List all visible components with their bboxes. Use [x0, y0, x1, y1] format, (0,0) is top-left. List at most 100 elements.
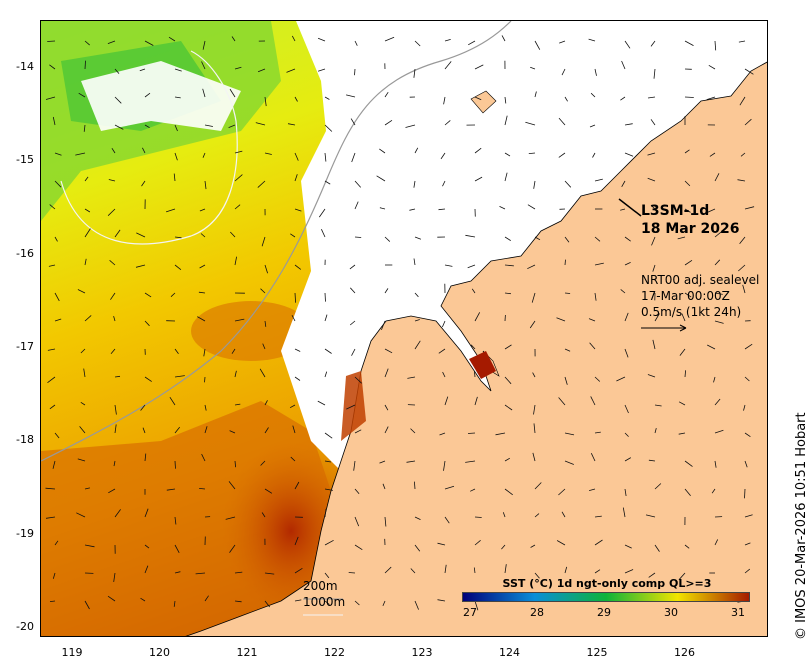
- current-vector: [350, 287, 356, 294]
- current-vector: [714, 320, 724, 324]
- current-vector: [709, 152, 716, 157]
- current-vector: [45, 516, 56, 519]
- current-vector: [351, 152, 356, 163]
- current-vector: [384, 566, 392, 574]
- current-vector: [144, 376, 152, 382]
- credit-text: © IMOS 20-Mar-2026 10:51 Hobart: [794, 412, 809, 640]
- colorbar-title: SST (°C) 1d ngt-only comp QL>=3: [502, 577, 712, 590]
- current-vector: [684, 208, 691, 213]
- current-vector: [504, 404, 513, 411]
- current-vector: [624, 432, 629, 437]
- current-vector: [294, 599, 302, 602]
- current-vector: [413, 258, 416, 266]
- current-vector: [499, 206, 506, 210]
- current-vector: [684, 370, 686, 378]
- current-vector: [234, 150, 243, 154]
- current-vector: [346, 94, 356, 98]
- current-vector: [294, 208, 302, 212]
- current-vector: [114, 424, 117, 434]
- current-vector: [654, 313, 660, 322]
- current-vector: [144, 92, 151, 98]
- current-vector: [444, 39, 451, 42]
- current-vector: [174, 68, 182, 72]
- current-vector: [504, 236, 511, 241]
- current-vector: [47, 376, 56, 384]
- current-vector: [203, 348, 206, 357]
- current-vector: [414, 600, 419, 610]
- current-vector: [264, 320, 267, 327]
- current-vector: [324, 152, 327, 162]
- current-vector: [624, 262, 631, 266]
- land-mass: [185, 61, 767, 636]
- x-tick-label: 124: [499, 646, 520, 659]
- current-vector: [324, 180, 331, 185]
- current-vector: [173, 600, 176, 607]
- current-vector: [350, 118, 356, 126]
- current-vector: [438, 348, 446, 354]
- current-vector: [590, 453, 596, 462]
- current-vector: [684, 460, 693, 467]
- current-vector: [467, 264, 476, 269]
- current-vector: [291, 315, 296, 322]
- current-vector: [52, 572, 56, 579]
- current-vector: [529, 320, 536, 329]
- current-vector: [234, 256, 237, 266]
- current-vector: [647, 96, 656, 99]
- map-frame[interactable]: [40, 20, 768, 637]
- current-vector: [384, 288, 389, 294]
- current-vector: [624, 488, 627, 497]
- x-tick-label: 121: [236, 646, 258, 659]
- current-vectors: [45, 35, 755, 611]
- current-vector: [49, 64, 56, 70]
- current-vector: [114, 68, 120, 74]
- current-vector: [54, 180, 62, 188]
- current-vector: [650, 204, 656, 210]
- current-vector: [84, 258, 87, 266]
- current-vector: [474, 539, 481, 546]
- current-vector: [204, 426, 208, 434]
- current-vector: [76, 512, 86, 518]
- colorbar-tick: 29: [597, 606, 611, 619]
- current-vector: [354, 201, 359, 210]
- current-vector: [229, 430, 236, 434]
- current-vector: [174, 124, 178, 132]
- current-vector: [47, 40, 56, 42]
- current-vector: [354, 376, 362, 384]
- current-vector: [654, 404, 662, 407]
- current-vector: [556, 540, 566, 546]
- current-vector: [354, 40, 358, 46]
- current-vector: [714, 460, 717, 468]
- x-tick-label: 125: [586, 646, 608, 659]
- current-vector: [468, 40, 476, 46]
- colorbar-tick: 28: [530, 606, 544, 619]
- product-date: 18 Mar 2026: [641, 221, 740, 237]
- current-vector: [594, 262, 604, 266]
- current-vector: [107, 208, 116, 216]
- current-vector: [204, 404, 207, 411]
- current-vector: [384, 368, 389, 378]
- current-vector: [413, 180, 416, 188]
- current-vector: [594, 431, 601, 434]
- current-vector: [110, 348, 116, 355]
- current-vector: [49, 600, 56, 602]
- current-vector: [384, 516, 387, 527]
- current-vector: [264, 264, 268, 274]
- product-pointer: [618, 198, 642, 217]
- current-vector: [504, 344, 512, 350]
- y-tick-label: -17: [16, 339, 34, 353]
- current-vector: [384, 36, 395, 42]
- current-vector: [650, 119, 656, 126]
- current-vector: [48, 264, 56, 267]
- current-vector: [354, 516, 360, 527]
- current-vector: [294, 174, 298, 182]
- current-vector: [556, 317, 566, 322]
- current-vector: [264, 400, 268, 406]
- current-vector: [166, 488, 176, 491]
- current-vector: [495, 432, 506, 436]
- y-tick-label: -16: [16, 246, 34, 260]
- current-vector: [264, 488, 273, 494]
- current-vector: [533, 180, 536, 189]
- current-vector: [444, 485, 455, 490]
- current-vector: [324, 314, 328, 322]
- reference-vector-head: [679, 324, 687, 332]
